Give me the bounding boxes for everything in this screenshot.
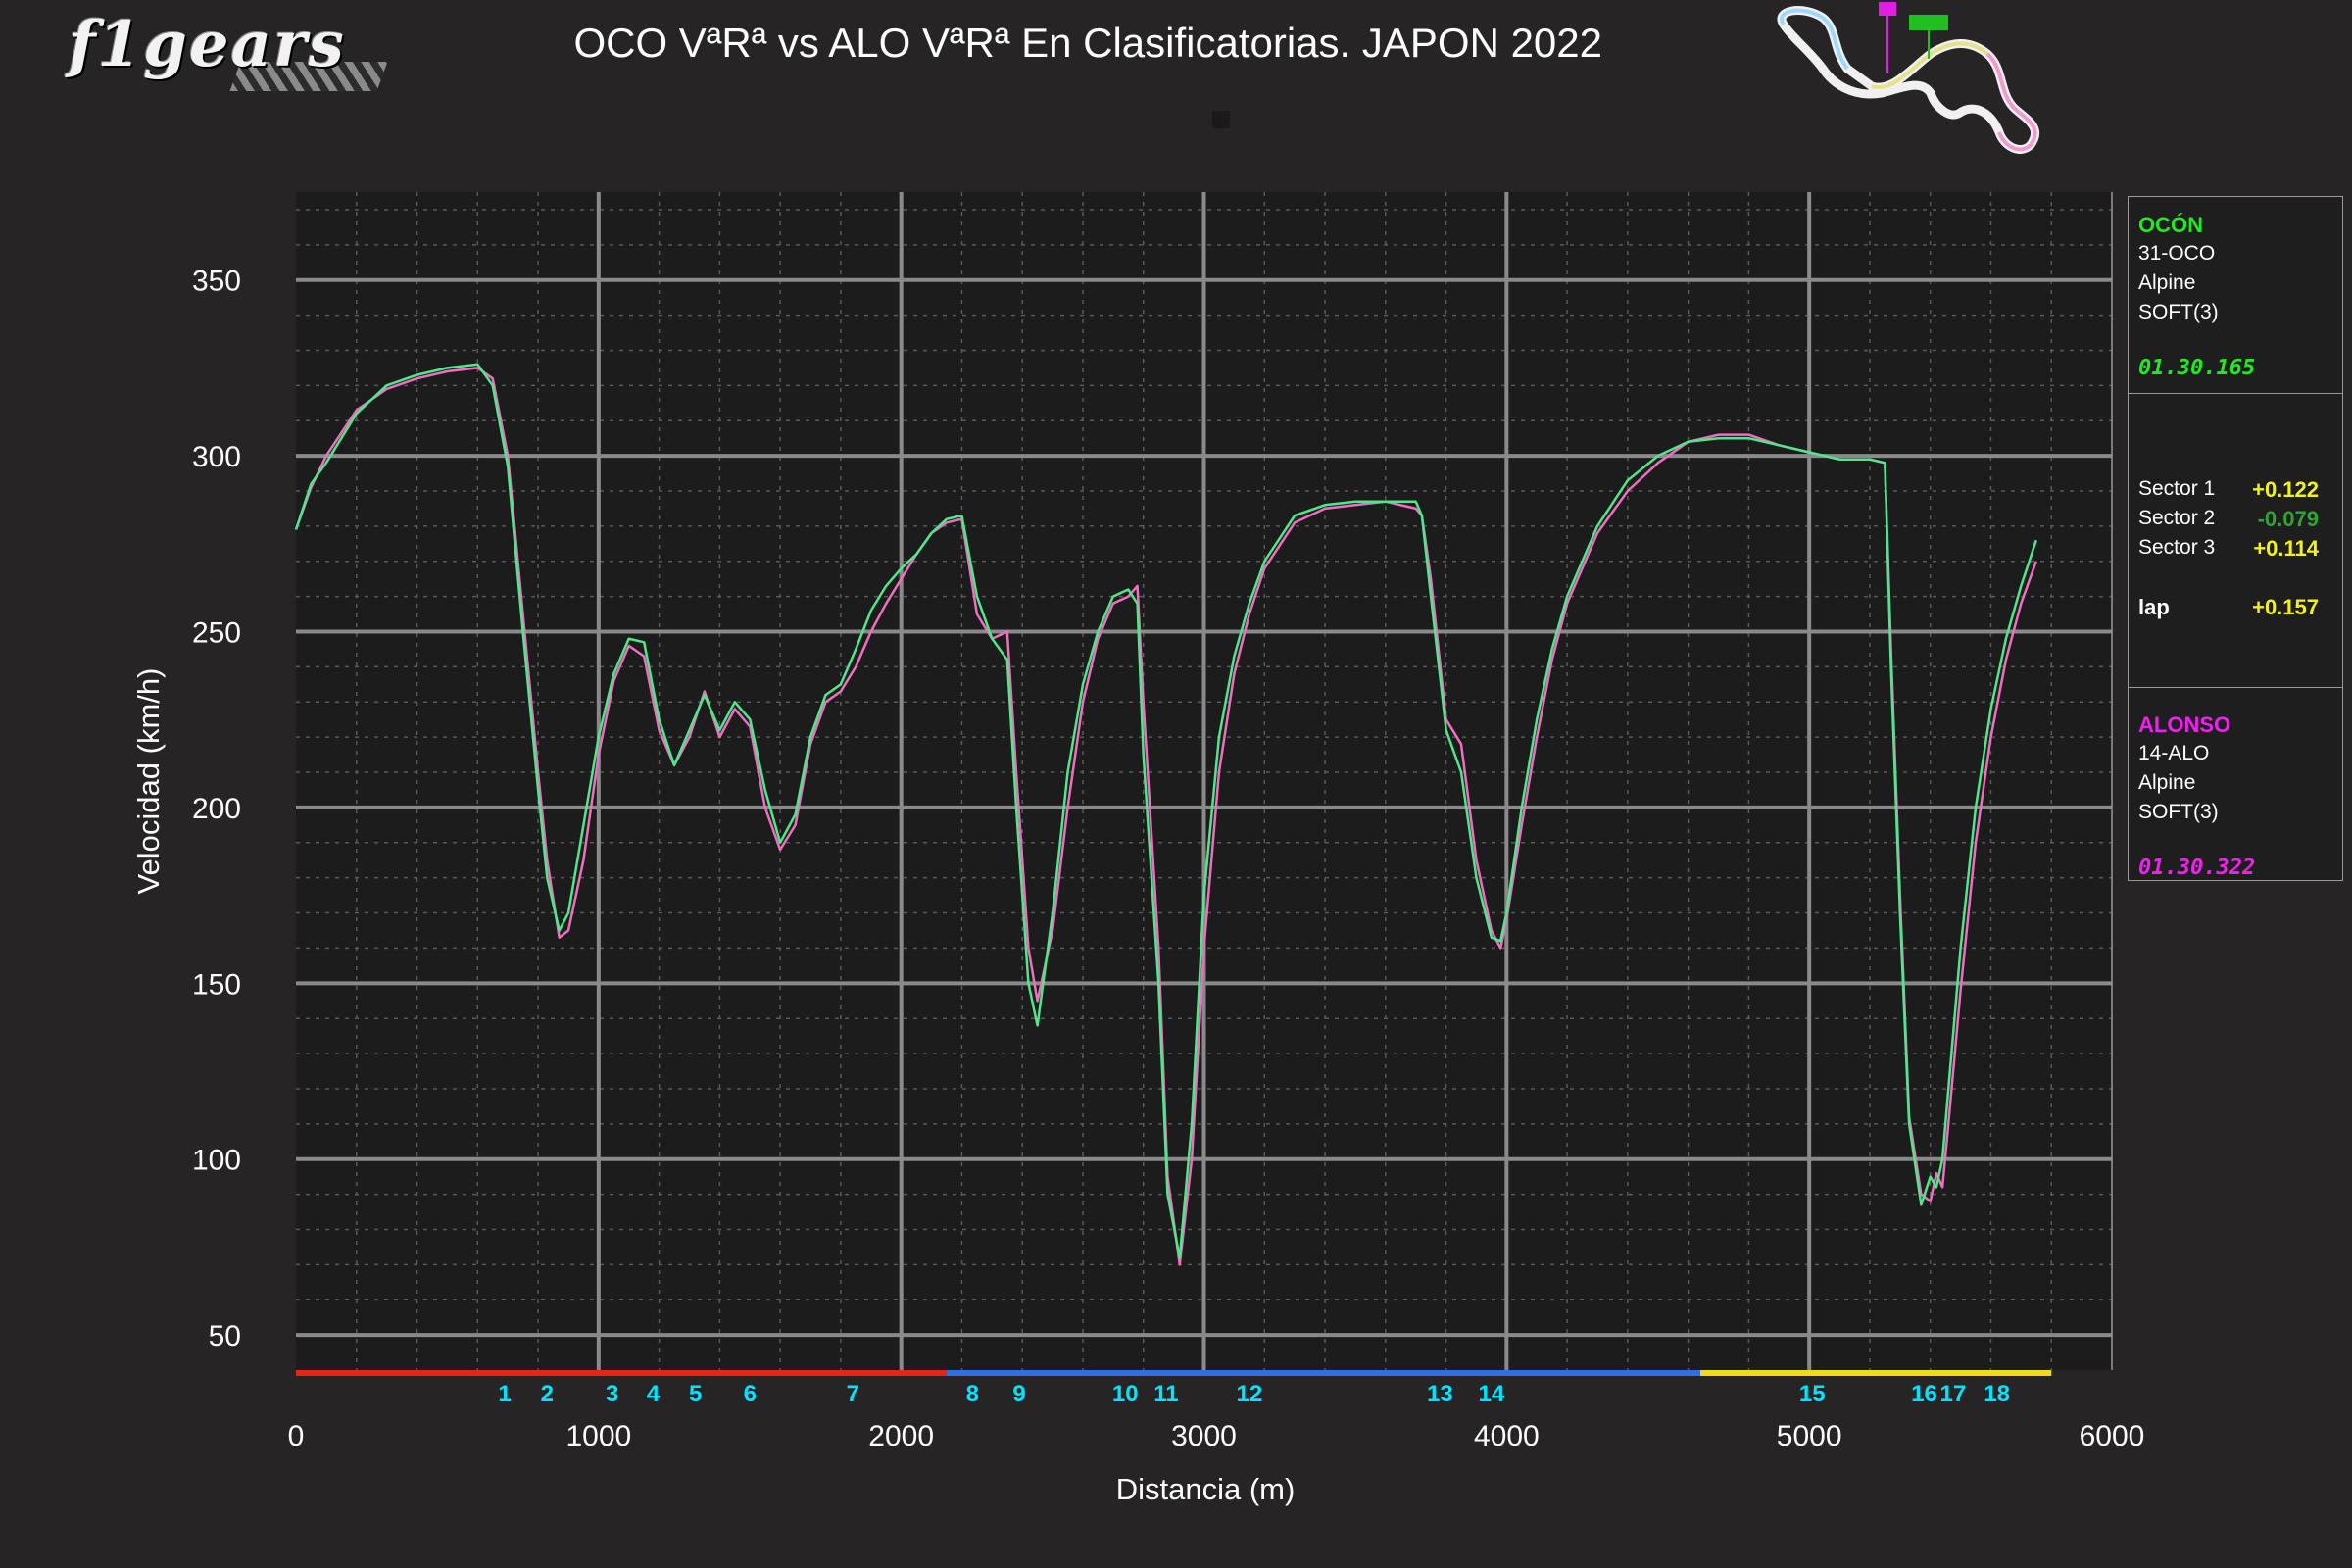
lap-delta: +0.157 <box>2252 595 2319 619</box>
oco-team: Alpine <box>2138 271 2196 294</box>
x-tick-label: 6000 <box>2080 1420 2145 1452</box>
series-layer <box>294 363 2037 1266</box>
sector3-label: Sector 3 <box>2138 536 2216 559</box>
corner-label: 11 <box>1153 1381 1178 1407</box>
corner-label: 3 <box>606 1381 618 1407</box>
y-tick-label: 300 <box>192 441 241 473</box>
y-tick-labels: 50 100 150 200 250 300 350 <box>192 266 241 1352</box>
sector1-label: Sector 1 <box>2138 477 2216 500</box>
x-tick-label: 5000 <box>1777 1420 1842 1452</box>
corner-label: 13 <box>1427 1381 1453 1407</box>
corner-label: 8 <box>966 1381 979 1407</box>
series-line-oco <box>294 363 2037 1259</box>
logo: f1gears <box>69 8 388 96</box>
oco-driver-name: OCÓN <box>2138 213 2203 237</box>
alo-team: Alpine <box>2138 771 2196 794</box>
track-map-icon <box>1777 2 2040 154</box>
corner-label: 4 <box>647 1381 661 1407</box>
x-axis-label: Distancia (m) <box>1116 1472 1296 1506</box>
y-tick-label: 200 <box>192 793 241 825</box>
x-tick-label: 1000 <box>565 1420 631 1452</box>
alo-driver-code: 14-ALO <box>2138 742 2210 764</box>
sector2-delta: -0.079 <box>2257 507 2319 531</box>
alo-driver-name: ALONSO <box>2138 712 2231 737</box>
corner-label: 1 <box>498 1381 511 1407</box>
logo-text: f1gears <box>69 8 346 81</box>
panel-separator <box>2129 687 2342 688</box>
corner-label: 6 <box>744 1381 757 1407</box>
minor-grid <box>296 192 2112 1370</box>
y-tick-label: 250 <box>192 617 241 650</box>
x-tick-label: 4000 <box>1474 1420 1540 1452</box>
oco-tyre: SOFT(3) <box>2138 301 2219 323</box>
alo-lap-time: 01.30.322 <box>2138 856 2256 880</box>
y-tick-label: 150 <box>192 968 241 1001</box>
corner-label: 9 <box>1012 1381 1025 1407</box>
major-grid <box>296 192 2112 1370</box>
y-tick-label: 50 <box>209 1320 241 1352</box>
y-axis-label: Velocidad (km/h) <box>131 668 166 895</box>
legend-marker <box>1212 111 1230 128</box>
corner-label: 15 <box>1799 1381 1826 1407</box>
x-tick-labels: 0 1000 2000 3000 4000 5000 6000 <box>288 1420 2145 1452</box>
corner-label: 16 <box>1911 1381 1937 1407</box>
panel-separator <box>2129 393 2342 394</box>
sector-bar <box>296 1370 947 1376</box>
x-tick-label: 0 <box>288 1420 305 1452</box>
x-tick-label: 3000 <box>1171 1420 1237 1452</box>
x-tick-label: 2000 <box>868 1420 934 1452</box>
corner-label: 14 <box>1479 1381 1505 1407</box>
corner-label: 10 <box>1112 1381 1139 1407</box>
y-tick-label: 350 <box>192 266 241 298</box>
corner-label: 7 <box>847 1381 859 1407</box>
driver-info-panel: OCÓN 31-OCO Alpine SOFT(3) 01.30.165 Sec… <box>2128 196 2343 881</box>
corner-label: 17 <box>1940 1381 1967 1407</box>
chart-title: OCO VªRª vs ALO VªRª En Clasificatorias.… <box>573 20 1602 66</box>
sector2-label: Sector 2 <box>2138 507 2216 529</box>
corner-label: 5 <box>689 1381 702 1407</box>
corner-label: 18 <box>1984 1381 2010 1407</box>
sector3-delta: +0.114 <box>2253 536 2319 561</box>
sector-bar <box>1699 1370 2052 1376</box>
sector1-delta: +0.122 <box>2252 477 2319 502</box>
corner-labels: 1 2 3 4 5 6 7 8 9 10 11 12 13 14 15 16 17 18 <box>498 1381 2010 1407</box>
sector-bar <box>946 1370 1700 1376</box>
oco-driver-code: 31-OCO <box>2138 242 2216 265</box>
oco-lap-time: 01.30.165 <box>2138 356 2256 380</box>
alo-tyre: SOFT(3) <box>2138 801 2219 823</box>
corner-label: 2 <box>541 1381 554 1407</box>
lap-delta-label: lap <box>2138 595 2170 619</box>
corner-label: 12 <box>1236 1381 1262 1407</box>
y-tick-label: 100 <box>192 1145 241 1177</box>
sector-bars <box>296 1370 2052 1376</box>
